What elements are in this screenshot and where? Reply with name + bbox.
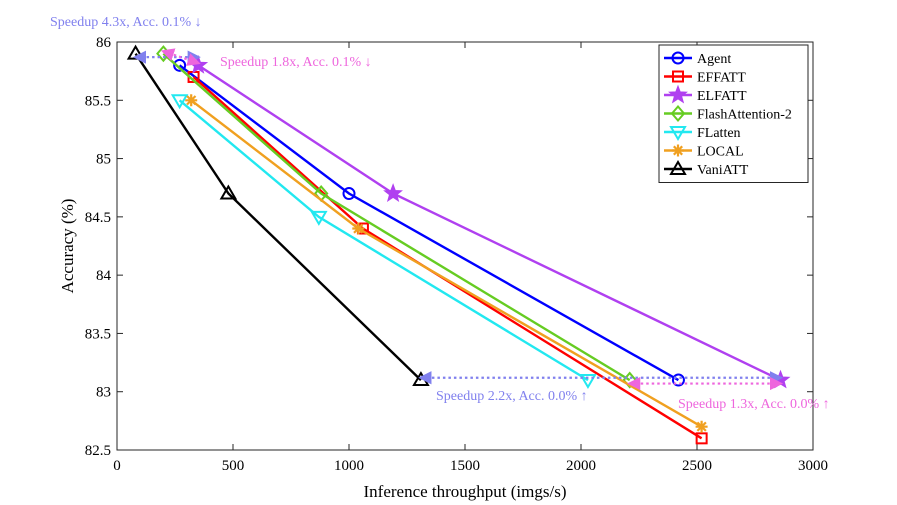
- legend-label: ELFATT: [697, 89, 747, 104]
- annotation-text: Speedup 1.3x, Acc. 0.0% ↑: [678, 397, 830, 412]
- y-tick-label: 85: [96, 152, 111, 168]
- legend-marker: [669, 126, 687, 141]
- data-point-flatten: [310, 210, 328, 226]
- annotation-arrow: [160, 48, 201, 66]
- data-point-effatt: [695, 432, 708, 445]
- legend-label: EFFATT: [697, 71, 746, 86]
- data-point-local: [695, 420, 708, 433]
- legend-marker: [668, 84, 688, 104]
- legend-marker: [670, 104, 686, 123]
- y-tick-label: 84.5: [85, 210, 111, 226]
- x-tick-label: 0: [113, 458, 121, 474]
- y-tick-label: 84: [96, 268, 112, 284]
- data-point-agent: [342, 187, 356, 201]
- legend-label: FlashAttention-2: [697, 108, 792, 123]
- y-tick-label: 86: [96, 35, 112, 51]
- legend-label: Agent: [697, 52, 731, 67]
- legend-label: LOCAL: [697, 145, 744, 160]
- data-point-elfatt: [383, 183, 403, 202]
- series-line-flatten: [178, 99, 589, 382]
- data-point-local: [185, 94, 198, 107]
- legend-label: VaniATT: [697, 163, 749, 178]
- x-tick-label: 500: [222, 458, 245, 474]
- series-line-vaniatt: [134, 53, 422, 381]
- x-tick-label: 2000: [566, 458, 596, 474]
- x-tick-label: 1500: [450, 458, 480, 474]
- legend-marker: [669, 160, 687, 175]
- series-line-flashattention-2: [162, 52, 631, 382]
- x-axis-label: Inference throughput (imgs/s): [364, 482, 567, 501]
- series-line-agent: [178, 64, 679, 382]
- legend-marker: [672, 144, 684, 157]
- y-tick-label: 83.5: [85, 326, 111, 342]
- annotation-text: Speedup 1.8x, Acc. 0.1% ↓: [220, 55, 372, 70]
- data-point-flatten: [170, 94, 189, 110]
- annotation-text: Speedup 4.3x, Acc. 0.1% ↓: [50, 15, 202, 30]
- x-tick-label: 3000: [798, 458, 828, 474]
- y-tick-label: 82.5: [85, 443, 111, 459]
- legend-label: FLatten: [697, 126, 741, 141]
- y-tick-label: 85.5: [85, 93, 111, 109]
- legend-marker: [671, 51, 685, 65]
- x-tick-label: 2500: [682, 458, 712, 474]
- x-tick-label: 1000: [334, 458, 364, 474]
- legend-marker: [672, 70, 684, 83]
- data-point-vaniatt: [219, 184, 238, 200]
- y-axis-label: Accuracy (%): [58, 199, 77, 294]
- data-point-local: [352, 222, 365, 235]
- y-tick-label: 83: [96, 385, 111, 401]
- annotation-text: Speedup 2.2x, Acc. 0.0% ↑: [436, 389, 588, 404]
